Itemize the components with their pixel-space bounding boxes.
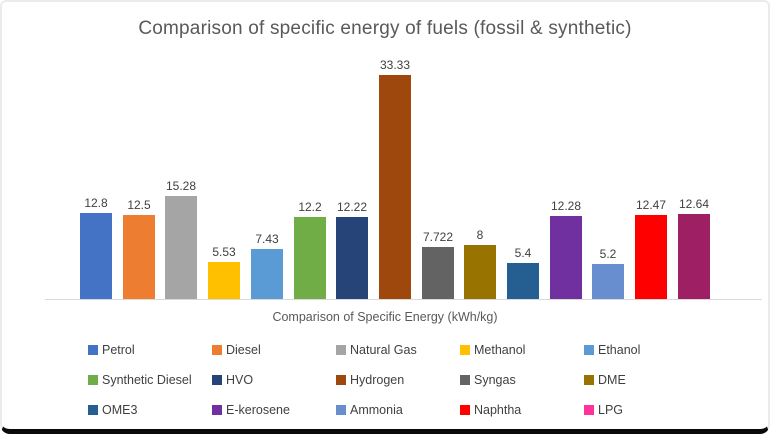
bar-group-synthetic-diesel: 12.2 bbox=[294, 201, 326, 299]
legend-item-diesel: Diesel bbox=[212, 343, 336, 373]
legend-swatch-syngas bbox=[460, 375, 470, 385]
legend-item-ethanol: Ethanol bbox=[584, 343, 708, 373]
legend-label: OME3 bbox=[102, 403, 138, 417]
bar-value-label: 15.28 bbox=[165, 179, 197, 193]
legend-item-syngas: Syngas bbox=[460, 373, 584, 403]
legend-label: DME bbox=[598, 373, 626, 387]
x-axis-label: Comparison of Specific Energy (kWh/kg) bbox=[272, 310, 498, 324]
legend-label: Naphtha bbox=[474, 403, 522, 417]
bar-group-hydrogen: 33.33 bbox=[379, 59, 411, 299]
legend-swatch-hydrogen bbox=[336, 375, 346, 385]
legend-label: LPG bbox=[598, 403, 624, 417]
legend-swatch-ome3 bbox=[88, 405, 98, 415]
legend-item-hvo: HVO bbox=[212, 373, 336, 403]
bar-diesel bbox=[123, 215, 155, 299]
bar-group-hvo: 12.22 bbox=[336, 201, 368, 299]
legend-item-hydrogen: Hydrogen bbox=[336, 373, 460, 403]
legend-swatch-petrol bbox=[88, 345, 98, 355]
bar-ethanol bbox=[251, 249, 283, 299]
bar-value-label: 8 bbox=[476, 228, 484, 242]
legend-item-methanol: Methanol bbox=[460, 343, 584, 373]
bar-value-label: 12.8 bbox=[84, 196, 108, 210]
bar-group-dme: 8 bbox=[464, 229, 496, 299]
bar-value-label: 12.2 bbox=[298, 200, 322, 214]
legend-item-dme: DME bbox=[584, 373, 708, 403]
bar-group-naphtha: 12.47 bbox=[635, 199, 667, 299]
bar-group-e-kerosene: 12.28 bbox=[550, 200, 582, 299]
legend-swatch-dme bbox=[584, 375, 594, 385]
legend-swatch-natural-gas bbox=[336, 345, 346, 355]
bar-natural-gas bbox=[165, 196, 197, 299]
bar-group-diesel: 12.5 bbox=[123, 199, 155, 299]
legend-swatch-ammonia bbox=[336, 405, 346, 415]
bar-synthetic-diesel bbox=[294, 217, 326, 299]
legend-item-synthetic-diesel: Synthetic Diesel bbox=[88, 373, 212, 403]
bar-petrol bbox=[80, 213, 112, 299]
legend-swatch-hvo bbox=[212, 375, 222, 385]
bar-value-label: 12.47 bbox=[635, 198, 667, 212]
legend-label: HVO bbox=[226, 373, 254, 387]
legend-swatch-synthetic-diesel bbox=[88, 375, 98, 385]
bar-value-label: 12.64 bbox=[678, 197, 710, 211]
legend-item-lpg: LPG bbox=[584, 403, 708, 429]
bar-value-label: 12.28 bbox=[550, 199, 582, 213]
legend-item-natural-gas: Natural Gas bbox=[336, 343, 460, 373]
bar-hvo bbox=[336, 217, 368, 299]
legend-item-petrol: Petrol bbox=[88, 343, 212, 373]
bar-group-petrol: 12.8 bbox=[80, 197, 112, 299]
x-axis-line bbox=[45, 299, 762, 300]
legend-item-e-kerosene: E-kerosene bbox=[212, 403, 336, 429]
bar-value-label: 7.43 bbox=[255, 232, 279, 246]
bar-value-label: 5.53 bbox=[212, 245, 236, 259]
legend-swatch-e-kerosene bbox=[212, 405, 222, 415]
bar-value-label: 12.5 bbox=[127, 198, 151, 212]
bar-value-label: 5.4 bbox=[514, 246, 532, 260]
legend-swatch-ethanol bbox=[584, 345, 594, 355]
legend-label: Hydrogen bbox=[350, 373, 405, 387]
legend-label: Natural Gas bbox=[350, 343, 417, 357]
legend-swatch-methanol bbox=[460, 345, 470, 355]
bar-methanol bbox=[208, 262, 240, 299]
bar-lpg bbox=[678, 214, 710, 299]
legend-label: Petrol bbox=[102, 343, 135, 357]
bar-value-label: 33.33 bbox=[379, 58, 411, 72]
bar-group-methanol: 5.53 bbox=[208, 246, 240, 299]
bar-group-syngas: 7.722 bbox=[422, 231, 454, 299]
bar-e-kerosene bbox=[550, 216, 582, 299]
bar-value-label: 7.722 bbox=[422, 230, 454, 244]
legend-swatch-lpg bbox=[584, 405, 594, 415]
legend-item-ome3: OME3 bbox=[88, 403, 212, 429]
bar-group-ammonia: 5.2 bbox=[592, 248, 624, 299]
bar-syngas bbox=[422, 247, 454, 299]
bar-group-ome3: 5.4 bbox=[507, 247, 539, 299]
legend: Petrol Diesel Natural Gas Methanol Ethanol Sy… bbox=[88, 343, 708, 429]
bar-group-natural-gas: 15.28 bbox=[165, 180, 197, 299]
legend-item-naphtha: Naphtha bbox=[460, 403, 584, 429]
chart-title: Comparison of specific energy of fuels (… bbox=[138, 18, 632, 39]
plot-area: 12.8 12.5 15.28 5.53 7.43 12.2 12.22 33.33 7.722… bbox=[2, 58, 768, 300]
bar-group-ethanol: 7.43 bbox=[251, 233, 283, 299]
bar-group-lpg: 12.64 bbox=[678, 198, 710, 299]
bar-hydrogen bbox=[379, 75, 411, 299]
bar-value-label: 12.22 bbox=[336, 200, 368, 214]
legend-label: Syngas bbox=[474, 373, 516, 387]
legend-swatch-diesel bbox=[212, 345, 222, 355]
legend-label: Diesel bbox=[226, 343, 261, 357]
legend-swatch-naphtha bbox=[460, 405, 470, 415]
legend-item-ammonia: Ammonia bbox=[336, 403, 460, 429]
bar-value-label: 5.2 bbox=[599, 247, 617, 261]
legend-label: E-kerosene bbox=[226, 403, 290, 417]
bar-dme bbox=[464, 245, 496, 299]
legend-label: Methanol bbox=[474, 343, 526, 357]
bar-naphtha bbox=[635, 215, 667, 299]
legend-label: Synthetic Diesel bbox=[102, 373, 192, 387]
bar-ome3 bbox=[507, 263, 539, 299]
legend-label: Ethanol bbox=[598, 343, 641, 357]
bar-ammonia bbox=[592, 264, 624, 299]
legend-label: Ammonia bbox=[350, 403, 403, 417]
